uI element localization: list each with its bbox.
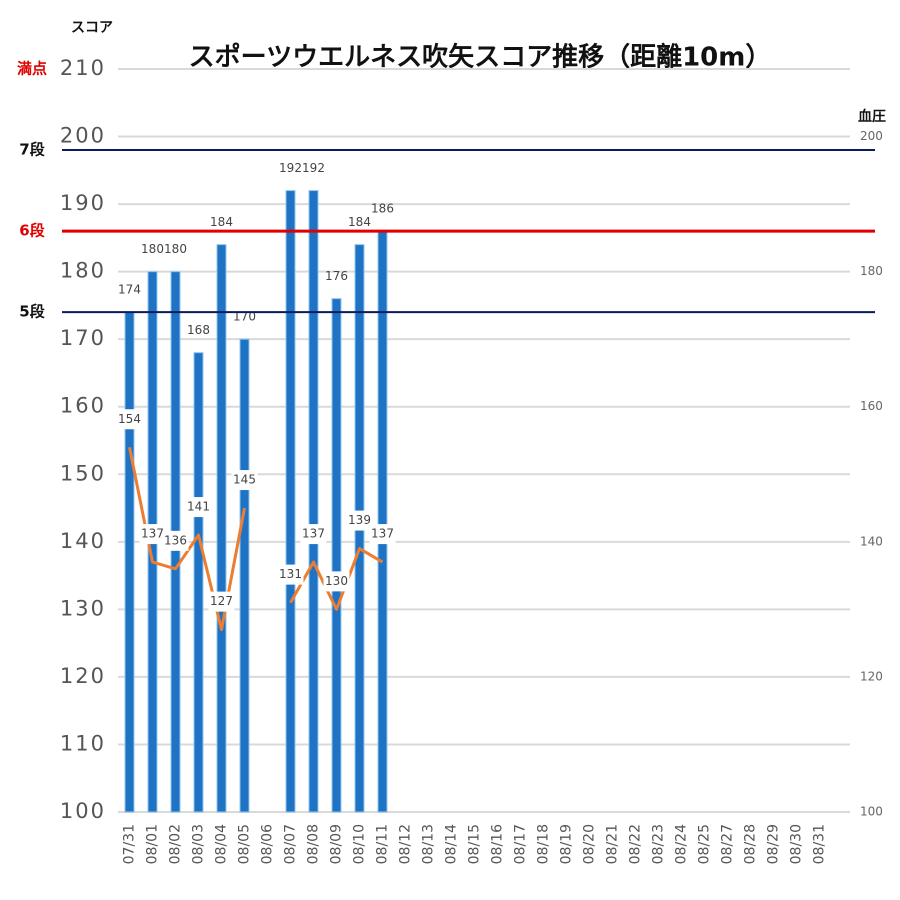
x-tick-label: 08/25 <box>697 824 713 864</box>
x-tick-label: 08/21 <box>605 824 621 864</box>
line-value-label: 131 <box>279 567 302 581</box>
bar-value-label: 170 <box>233 310 256 324</box>
x-tick-label: 08/23 <box>651 824 667 864</box>
x-tick-label: 08/27 <box>720 824 736 864</box>
bar <box>331 298 342 813</box>
y-axis-label: スコア <box>71 20 113 36</box>
line-value-box <box>300 524 327 545</box>
x-tick-label: 08/18 <box>536 824 552 864</box>
y-tick-label: 150 <box>60 461 106 485</box>
x-tick-label: 08/30 <box>789 824 805 864</box>
x-tick-label: 08/01 <box>145 824 161 864</box>
bar <box>216 244 227 813</box>
line-value-label: 130 <box>325 574 348 588</box>
x-tick-label: 08/24 <box>674 824 690 864</box>
x-tick-label: 08/05 <box>237 824 253 864</box>
y-tick-label: 100 <box>60 799 106 823</box>
x-tick-label: 08/22 <box>628 824 644 864</box>
x-tick-label: 08/31 <box>812 824 828 864</box>
line-value-box <box>231 470 258 491</box>
reference-label: 5段 <box>19 303 44 321</box>
line-value-box <box>116 409 143 430</box>
line-value-label: 127 <box>210 594 233 608</box>
bar-value-label: 168 <box>187 323 210 337</box>
line-value-box <box>277 564 304 585</box>
x-tick-label: 08/04 <box>214 824 230 864</box>
reference-label: 7段 <box>19 141 44 159</box>
line-value-label: 141 <box>187 500 210 514</box>
x-tick-label: 08/16 <box>490 824 506 864</box>
line-value-label: 136 <box>164 533 187 547</box>
x-tick-label: 08/06 <box>260 824 276 864</box>
x-tick-label: 08/17 <box>513 824 529 864</box>
x-tick-label: 08/09 <box>329 824 345 864</box>
line-value-box <box>208 591 235 612</box>
bar <box>285 190 296 813</box>
y2-tick-label: 200 <box>860 129 883 143</box>
line-value-label: 145 <box>233 473 256 487</box>
y-tick-label: 170 <box>60 326 106 350</box>
y-tick-label: 180 <box>60 259 106 283</box>
x-tick-label: 07/31 <box>122 824 138 864</box>
x-tick-label: 08/07 <box>283 824 299 864</box>
x-tick-label: 08/15 <box>467 824 483 864</box>
bar <box>193 352 204 813</box>
bar-value-label: 184 <box>210 215 233 229</box>
bar-value-label: 180 <box>164 242 187 256</box>
x-tick-label: 08/10 <box>352 824 368 864</box>
y-tick-label: 140 <box>60 529 106 553</box>
line-value-label: 137 <box>302 527 325 541</box>
y2-tick-label: 180 <box>860 264 883 278</box>
line-value-box <box>323 571 350 592</box>
bar-value-label: 192 <box>302 161 325 175</box>
x-tick-label: 08/14 <box>444 824 460 864</box>
chart-title: スポーツウエルネス吹矢スコア推移（距離10m） <box>189 42 772 73</box>
bar <box>239 338 250 813</box>
y2-tick-label: 100 <box>860 805 883 819</box>
x-tick-label: 08/20 <box>582 824 598 864</box>
y-tick-label: 110 <box>60 731 106 755</box>
bar-value-label: 174 <box>118 283 141 297</box>
bar <box>377 230 388 813</box>
x-tick-label: 08/19 <box>559 824 575 864</box>
reference-label: 6段 <box>19 222 44 240</box>
y-tick-label: 200 <box>60 124 106 148</box>
x-tick-label: 08/12 <box>398 824 414 864</box>
x-tick-label: 08/28 <box>743 824 759 864</box>
line-value-label: 137 <box>371 527 394 541</box>
bar-value-label: 176 <box>325 269 348 283</box>
x-tick-label: 08/08 <box>306 824 322 864</box>
line-value-box <box>369 524 396 545</box>
line-value-label: 154 <box>118 412 141 426</box>
bar <box>124 311 135 813</box>
line-value-label: 139 <box>348 513 371 527</box>
y-tick-label: 160 <box>60 394 106 418</box>
x-tick-label: 08/11 <box>375 824 391 864</box>
reference-label: 満点 <box>17 60 47 78</box>
x-tick-label: 08/02 <box>168 824 184 864</box>
y-tick-label: 130 <box>60 596 106 620</box>
bar <box>308 190 319 813</box>
x-tick-label: 08/03 <box>191 824 207 864</box>
line-value-box <box>162 530 189 551</box>
bar-value-label: 180 <box>141 242 164 256</box>
x-tick-label: 08/29 <box>766 824 782 864</box>
line-value-box <box>346 510 373 531</box>
y2-tick-label: 160 <box>860 399 883 413</box>
y-tick-label: 190 <box>60 191 106 215</box>
bar-value-label: 184 <box>348 215 371 229</box>
y2-tick-label: 120 <box>860 669 883 683</box>
y-tick-label: 120 <box>60 664 106 688</box>
x-tick-label: 08/13 <box>421 824 437 864</box>
bar-value-label: 192 <box>279 161 302 175</box>
line-value-label: 137 <box>141 527 164 541</box>
line-value-box <box>185 497 212 518</box>
line-value-box <box>139 524 166 545</box>
y-tick-label: 210 <box>60 56 106 80</box>
bar-value-label: 186 <box>371 202 394 216</box>
y2-tick-label: 140 <box>860 534 883 548</box>
y2-axis-label: 血圧 <box>858 108 886 125</box>
